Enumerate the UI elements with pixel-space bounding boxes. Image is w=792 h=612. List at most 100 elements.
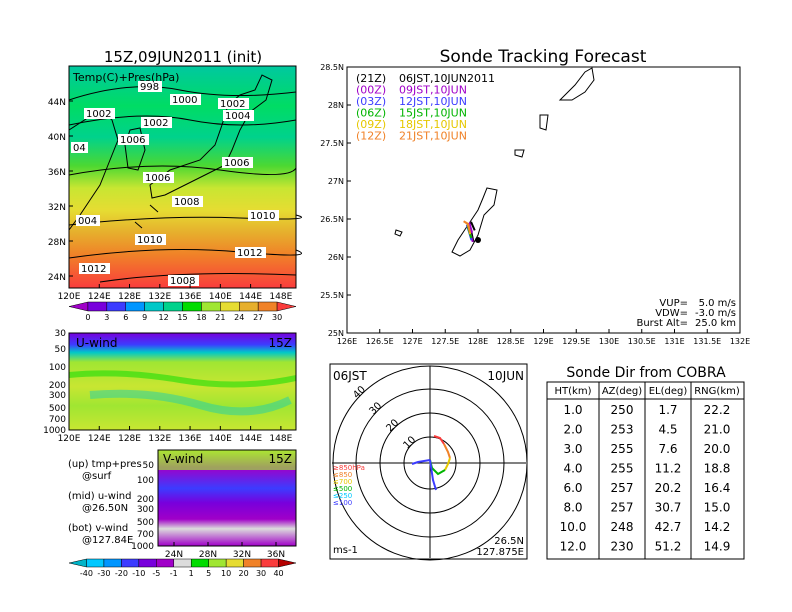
- table-cell: 257: [611, 501, 634, 515]
- colorbar-swatch: [173, 558, 192, 568]
- colorbar-swatch: [125, 301, 145, 312]
- table-header-cell: EL(deg): [649, 386, 688, 397]
- uwind-p-label: 700: [49, 415, 66, 425]
- colorbar-swatch: [257, 301, 278, 312]
- colorbar-swatch: [121, 558, 140, 568]
- track-lon-label: 130.5E: [628, 337, 656, 346]
- table-cell: 7.6: [658, 442, 677, 456]
- isobar-label: 1002: [86, 109, 111, 120]
- isobar-label-bg: [223, 110, 254, 121]
- table-row: 8.0 257 30.7 15.0: [563, 501, 730, 515]
- table-cell: 18.8: [704, 462, 731, 476]
- vwind-p-label: 300: [137, 505, 154, 515]
- colorbar-label: 27: [253, 313, 263, 322]
- lon-tick-label: 136E: [179, 434, 202, 444]
- vwind-time: 15Z: [269, 452, 293, 466]
- track-lon-label: 130E: [599, 337, 619, 346]
- lon-tick-label: 140E: [209, 434, 232, 444]
- colorbar-swatch: [163, 301, 183, 312]
- table-row: 12.0 230 51.2 14.9: [560, 540, 731, 554]
- track-map: (21Z) 06JST,10JUN2011 (00Z) 09JST,10JUN (03Z…: [320, 63, 750, 346]
- colorbar-label: 24: [234, 313, 244, 322]
- isobar-label: 04: [73, 143, 86, 154]
- table-cell: 4.0: [563, 462, 582, 476]
- colorbar-label: 0: [85, 313, 90, 322]
- colorbar-label: 12: [158, 313, 168, 322]
- isobar-label: 1002: [220, 99, 245, 110]
- ryukyu-2: [134, 221, 143, 229]
- colorbar-label: 21: [215, 313, 225, 322]
- isobar-label-bg: [143, 172, 174, 183]
- track-lon-label: 131E: [664, 337, 684, 346]
- table-header-cell: AZ(deg): [602, 386, 642, 397]
- wind-colorbar: -40 -30 -20 -10 -5 -1 1 5 10 20 30 40: [68, 558, 297, 578]
- hodo-lon: 127.875E: [476, 547, 524, 558]
- isobar-label-bg: [118, 134, 149, 145]
- lon-tick-label: 120E: [58, 434, 81, 444]
- table-cell: 2.0: [563, 423, 582, 437]
- colorbar-label: 6: [123, 313, 128, 322]
- hodo-level-label: ≥850hPa: [333, 464, 365, 472]
- track-lon-label: 127E: [402, 337, 422, 346]
- table-cell: 1.7: [658, 403, 677, 417]
- track-lon-label: 131.5E: [693, 337, 721, 346]
- note-line: (bot) v-wind: [68, 523, 128, 534]
- param-key: VUP=: [659, 298, 688, 309]
- colorbar-label: 15: [177, 313, 187, 322]
- vwind-frame: [157, 449, 297, 547]
- hodo-level-label: ≤850: [333, 471, 352, 479]
- isobar-label-bg: [141, 117, 172, 128]
- isobar-label: 1012: [81, 264, 106, 275]
- param-key: Burst Alt=: [636, 318, 688, 329]
- isobar-line: [68, 249, 302, 259]
- track-lat-label: 28.5N: [320, 63, 344, 72]
- island-kerama: [394, 229, 403, 237]
- table-headers: HT(km) AZ(deg) EL(deg) RNG(km): [555, 386, 740, 397]
- uwind-band: [68, 370, 297, 388]
- hodo-unit: ms-1: [333, 545, 358, 556]
- legend-run: (21Z): [356, 72, 386, 85]
- track-lat-label: 28N: [328, 101, 344, 110]
- left-title: 15Z,09JUN2011 (init): [104, 48, 262, 66]
- track-lon-label: 129E: [533, 337, 553, 346]
- lon-tick-label: 144E: [239, 434, 262, 444]
- colorbar-swatch: [103, 558, 122, 568]
- isobar-label-bg: [168, 275, 199, 286]
- isobar-label: 1000: [172, 95, 197, 106]
- track-lat-label: 26.5N: [320, 215, 344, 224]
- colorbar-swatch: [144, 301, 164, 312]
- colorbar-label: 40: [273, 569, 283, 578]
- colorbar-swatch: [220, 301, 240, 312]
- isobar-label: 1008: [174, 197, 199, 208]
- temp-colorbar: 0 3 6 9 12 15 18 21 24 27 30: [68, 301, 297, 322]
- note-line: (mid) u-wind: [68, 491, 131, 502]
- colorbar-label: -5: [152, 569, 160, 578]
- colorbar-swatch: [276, 301, 297, 312]
- colorbar-swatch: [156, 558, 175, 568]
- lat-tick-label: 28N: [48, 238, 66, 248]
- isobar-label-bg: [71, 142, 88, 153]
- table-cell: 12.0: [560, 540, 587, 554]
- hodo-lat: 26.5N: [494, 536, 524, 547]
- isobar-label: 1006: [224, 158, 249, 169]
- isobar-label-bg: [172, 196, 203, 207]
- isobar-label: 1004: [225, 111, 250, 122]
- isobar-label: 1002: [143, 118, 168, 129]
- vwind-p-label: 700: [137, 530, 154, 540]
- colorbar-label: -20: [115, 569, 128, 578]
- vwind-top-band: [158, 450, 296, 470]
- lon-tick-label: 140E: [209, 292, 232, 302]
- table-row: 2.0 253 4.5 21.0: [563, 423, 730, 437]
- isobar-label-bg: [170, 94, 201, 105]
- colorbar-swatch: [182, 301, 202, 312]
- table-cell: 230: [611, 540, 634, 554]
- table-cell: 253: [611, 423, 634, 437]
- legend-time: 12JST,10JUN: [399, 95, 467, 108]
- table-rows: 1.0 250 1.7 22.2 2.0 253 4.5 21.0 3.0 255 7.6 20.0 4…: [560, 403, 731, 554]
- island-yoron: [514, 149, 525, 158]
- lon-tick-label: 132E: [148, 292, 171, 302]
- track-lat-label: 26N: [328, 253, 344, 262]
